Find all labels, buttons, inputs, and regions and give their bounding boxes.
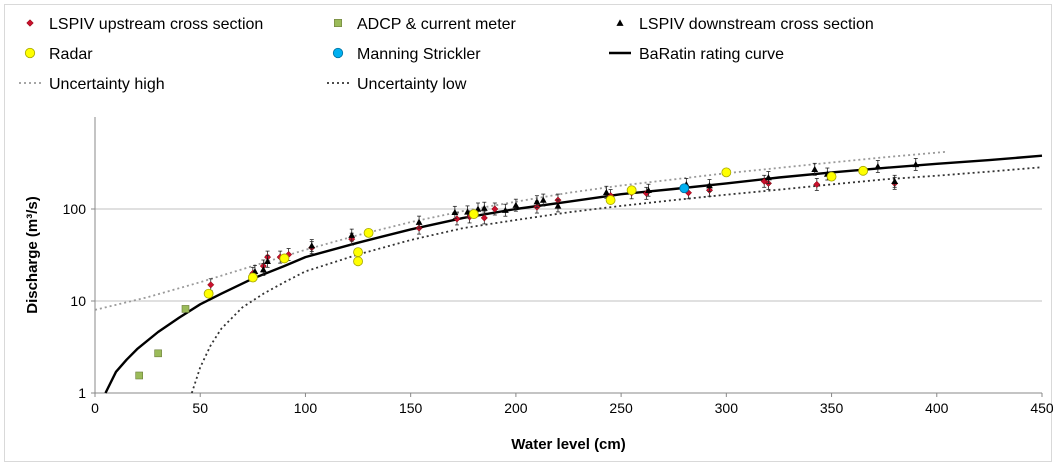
legend-item-radar: Radar xyxy=(24,46,93,63)
point-radar xyxy=(626,185,637,196)
legend-item-adcp: ADCP & current meter xyxy=(334,16,517,33)
x-axis-title: Water level (cm) xyxy=(511,436,626,453)
discharge-chart: 0 50 100 150 200 250 300 350 400 450 1 10 100 LSPIV… xyxy=(19,16,1054,453)
axes xyxy=(94,117,1042,394)
point-lspiv_down xyxy=(259,266,267,273)
legend-item-lspiv_up: LSPIV upstream cross section xyxy=(26,16,263,33)
point-lspiv_down xyxy=(602,188,610,195)
legend-item-manning: Manning Strickler xyxy=(332,46,481,63)
point-lspiv_up xyxy=(813,180,821,188)
point-radar xyxy=(353,256,363,267)
series-lines xyxy=(94,150,1043,394)
legend-label-unc_low: Uncertainty low xyxy=(357,76,467,93)
point-adcp xyxy=(135,371,143,380)
point-lspiv_down xyxy=(251,267,259,275)
legend-label-adcp: ADCP & current meter xyxy=(357,16,517,33)
x-tick-label: 350 xyxy=(820,400,844,416)
legend-item-unc_high: Uncertainty high xyxy=(19,76,165,93)
point-lspiv_down xyxy=(480,204,488,211)
point-radar xyxy=(363,227,374,238)
legend-label-lspiv_up: LSPIV upstream cross section xyxy=(49,16,263,33)
x-tick-label: 300 xyxy=(715,400,739,416)
point-radar xyxy=(721,167,732,178)
legend-label-radar: Radar xyxy=(49,46,93,63)
x-tick-label: 400 xyxy=(925,400,949,416)
legend-item-unc_low: Uncertainty low xyxy=(327,76,467,93)
point-radar xyxy=(203,288,214,299)
x-tick-label: 0 xyxy=(91,400,99,416)
series-points xyxy=(135,158,920,380)
series-line-baratin xyxy=(104,154,1043,394)
point-manning xyxy=(679,183,690,194)
point-lspiv_down xyxy=(706,182,713,189)
legend-swatch-manning xyxy=(332,47,344,59)
point-lspiv_down xyxy=(891,177,899,185)
series-line-unc_low xyxy=(190,166,1043,394)
x-tick-labels: 0 50 100 150 200 250 300 350 400 450 xyxy=(91,393,1054,416)
x-tick-label: 50 xyxy=(192,400,208,416)
x-tick-label: 450 xyxy=(1030,400,1053,416)
point-lspiv_down xyxy=(533,198,541,205)
legend-label-manning: Manning Strickler xyxy=(357,46,481,63)
point-lspiv_down xyxy=(811,165,819,173)
point-radar xyxy=(468,209,479,220)
point-lspiv_up xyxy=(491,205,499,213)
legend-swatch-lspiv_up xyxy=(26,19,34,27)
point-lspiv_down xyxy=(512,201,520,208)
y-axis-title: Discharge (m³/s) xyxy=(24,196,41,314)
point-radar xyxy=(247,272,258,283)
point-lspiv_up xyxy=(760,177,768,185)
point-radar xyxy=(605,195,616,205)
y-tick-label: 1 xyxy=(78,385,86,401)
point-radar xyxy=(858,165,869,176)
x-tick-label: 250 xyxy=(609,400,633,416)
point-lspiv_down xyxy=(415,218,423,225)
point-lspiv_down xyxy=(765,174,772,181)
point-adcp xyxy=(181,305,190,313)
chart-frame: 0 50 100 150 200 250 300 350 400 450 1 10 100 LSPIV… xyxy=(4,4,1054,462)
legend-swatch-lspiv_down xyxy=(616,19,624,26)
legend-swatch-adcp xyxy=(334,19,342,27)
legend-item-baratin: BaRatin rating curve xyxy=(609,46,784,63)
legend: LSPIV upstream cross section ADCP & curre… xyxy=(19,16,874,93)
x-tick-label: 150 xyxy=(399,400,423,416)
legend-label-unc_high: Uncertainty high xyxy=(49,76,165,93)
point-lspiv_down xyxy=(554,202,562,209)
y-tick-labels: 1 10 100 xyxy=(63,201,95,401)
y-tick-label: 10 xyxy=(70,293,86,309)
point-lspiv_up xyxy=(480,214,488,222)
point-lspiv_down xyxy=(912,161,920,168)
y-tick-label: 100 xyxy=(63,201,87,217)
point-lspiv_up xyxy=(207,281,215,289)
point-radar xyxy=(826,171,837,182)
point-lspiv_down xyxy=(308,242,316,249)
point-lspiv_down xyxy=(264,257,271,265)
x-tick-label: 100 xyxy=(294,400,318,416)
legend-label-lspiv_down: LSPIV downstream cross section xyxy=(639,16,874,33)
point-lspiv_down xyxy=(451,208,459,216)
legend-item-lspiv_down: LSPIV downstream cross section xyxy=(616,16,874,33)
gridlines xyxy=(95,208,1042,394)
point-lspiv_down xyxy=(348,231,356,238)
series-line-unc_high xyxy=(94,150,948,311)
legend-label-baratin: BaRatin rating curve xyxy=(639,46,784,63)
point-adcp xyxy=(154,349,162,358)
point-lspiv_down xyxy=(501,206,509,213)
point-radar xyxy=(279,253,290,264)
point-lspiv_down xyxy=(874,163,882,170)
point-lspiv_down xyxy=(645,186,652,193)
legend-swatch-radar xyxy=(24,47,36,59)
x-tick-label: 200 xyxy=(504,400,528,416)
point-lspiv_down xyxy=(539,196,547,203)
point-radar xyxy=(353,247,363,258)
